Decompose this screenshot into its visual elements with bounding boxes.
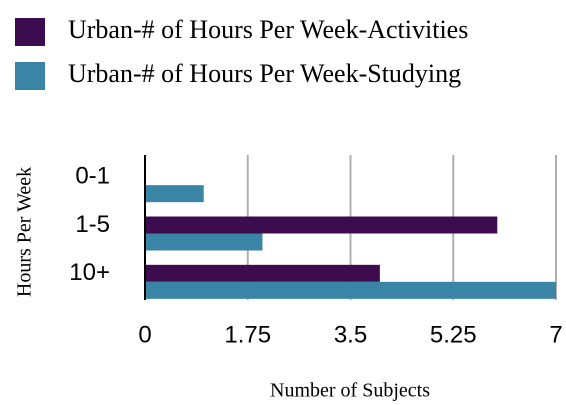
y-axis-label: Hours Per Week <box>14 167 36 297</box>
legend-swatch <box>15 18 45 46</box>
bar <box>145 264 380 282</box>
bar <box>145 281 556 299</box>
x-tick-label: 3.5 <box>334 321 367 348</box>
y-tick-label: 1-5 <box>75 211 110 238</box>
x-tick-label: 0 <box>138 321 151 348</box>
x-axis-label: Number of Subjects <box>270 380 430 402</box>
legend-label: Urban-# of Hours Per Week-Studying <box>68 59 461 88</box>
bar <box>145 185 204 203</box>
y-tick-label: 10+ <box>69 259 110 286</box>
x-tick-label: 7 <box>549 321 562 348</box>
bar <box>145 233 263 251</box>
y-tick-label: 0-1 <box>75 163 110 190</box>
legend-label: Urban-# of Hours Per Week-Activities <box>68 15 468 44</box>
bar <box>145 216 498 234</box>
legend-swatch <box>15 62 45 90</box>
x-tick-label: 5.25 <box>430 321 477 348</box>
x-tick-label: 1.75 <box>224 321 271 348</box>
